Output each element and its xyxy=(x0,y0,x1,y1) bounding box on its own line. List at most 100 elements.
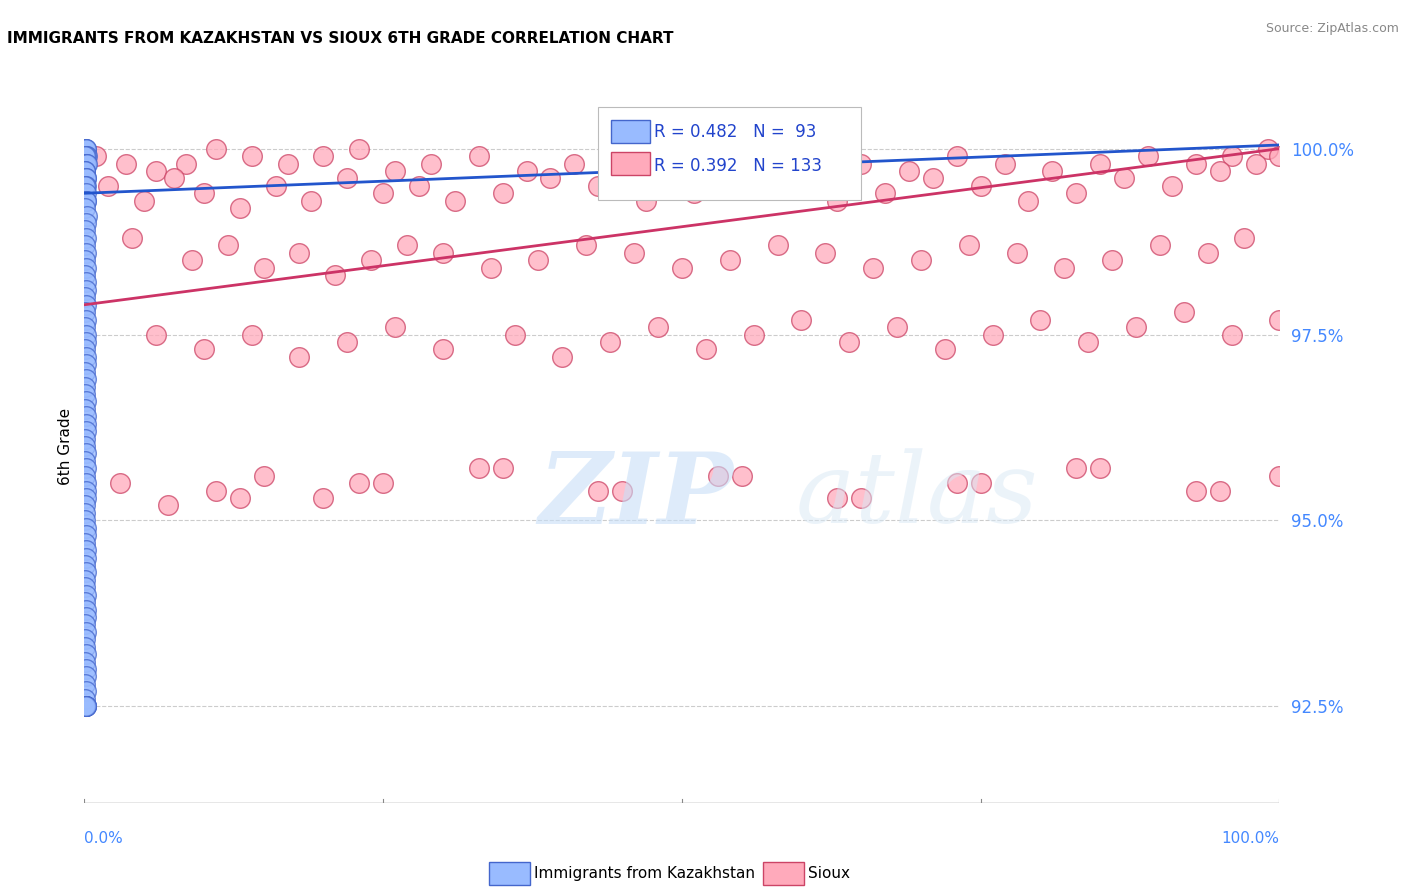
Point xyxy=(75,617,97,632)
Point xyxy=(76,209,98,223)
Point xyxy=(75,528,97,542)
Point xyxy=(76,149,98,163)
Point xyxy=(875,186,897,201)
Point xyxy=(75,312,97,326)
Point xyxy=(75,171,97,186)
Point xyxy=(229,491,252,505)
Point xyxy=(75,149,97,163)
Point xyxy=(336,171,359,186)
Point xyxy=(1149,238,1171,252)
Point xyxy=(1066,461,1088,475)
Point xyxy=(75,194,97,208)
Point xyxy=(838,334,860,349)
Point xyxy=(1268,468,1291,483)
Point xyxy=(755,156,778,170)
Point xyxy=(599,334,621,349)
Point xyxy=(75,699,97,714)
Point xyxy=(75,417,97,431)
Point xyxy=(492,186,515,201)
Point xyxy=(1233,231,1256,245)
Point xyxy=(75,305,97,319)
Point xyxy=(75,483,97,498)
Point xyxy=(659,156,682,170)
FancyBboxPatch shape xyxy=(612,152,650,175)
Point xyxy=(1077,334,1099,349)
Point xyxy=(1101,253,1123,268)
Point xyxy=(75,432,97,446)
Point xyxy=(75,401,97,416)
Point xyxy=(288,245,311,260)
Point xyxy=(75,327,97,342)
Point xyxy=(115,156,138,170)
Point xyxy=(75,491,97,505)
Point xyxy=(1161,178,1184,193)
Point xyxy=(75,186,97,201)
Point xyxy=(934,343,956,357)
Point xyxy=(851,156,873,170)
Point xyxy=(75,238,97,252)
Point xyxy=(75,506,97,520)
Point xyxy=(193,186,215,201)
Point xyxy=(970,178,993,193)
Point xyxy=(588,483,610,498)
Point xyxy=(75,699,97,714)
Point xyxy=(707,164,730,178)
Point xyxy=(75,283,97,297)
Point xyxy=(217,238,239,252)
Point xyxy=(157,499,180,513)
Point xyxy=(193,343,215,357)
Point xyxy=(75,543,97,558)
Point xyxy=(75,178,97,193)
Point xyxy=(1268,312,1291,326)
Point xyxy=(75,566,97,580)
Point xyxy=(75,691,97,706)
Point xyxy=(803,149,825,163)
Point xyxy=(612,149,634,163)
Point xyxy=(647,320,669,334)
Point xyxy=(174,156,197,170)
Text: R = 0.482   N =  93: R = 0.482 N = 93 xyxy=(654,123,817,142)
Point xyxy=(695,343,717,357)
Point xyxy=(970,476,993,491)
Point xyxy=(75,573,97,587)
Point xyxy=(360,253,382,268)
FancyBboxPatch shape xyxy=(612,120,650,143)
Point xyxy=(1090,461,1112,475)
Point xyxy=(75,535,97,549)
Point xyxy=(1244,156,1267,170)
Point xyxy=(420,156,443,170)
Point xyxy=(479,260,502,275)
Point xyxy=(814,245,837,260)
Point xyxy=(1268,149,1291,163)
Point xyxy=(75,595,97,609)
Point xyxy=(468,149,491,163)
Point xyxy=(86,149,108,163)
Text: Sioux: Sioux xyxy=(808,866,851,880)
Point xyxy=(1114,171,1136,186)
Point xyxy=(75,439,97,453)
FancyBboxPatch shape xyxy=(599,107,862,200)
Point xyxy=(264,178,287,193)
Point xyxy=(75,409,97,424)
Point xyxy=(1137,149,1160,163)
Point xyxy=(75,602,97,616)
Point xyxy=(75,231,97,245)
Point xyxy=(1220,327,1243,342)
Point xyxy=(766,238,789,252)
Point xyxy=(75,468,97,483)
Point xyxy=(75,142,97,156)
Point xyxy=(75,216,97,230)
Point xyxy=(790,312,813,326)
Point xyxy=(253,260,276,275)
Point xyxy=(957,238,980,252)
Point xyxy=(1185,156,1208,170)
Point xyxy=(910,253,932,268)
Point xyxy=(229,201,252,215)
Point xyxy=(75,662,97,676)
Point xyxy=(75,454,97,468)
Point xyxy=(75,171,97,186)
Point xyxy=(75,178,97,193)
Point xyxy=(75,461,97,475)
Point xyxy=(75,276,97,290)
Point xyxy=(75,699,97,714)
